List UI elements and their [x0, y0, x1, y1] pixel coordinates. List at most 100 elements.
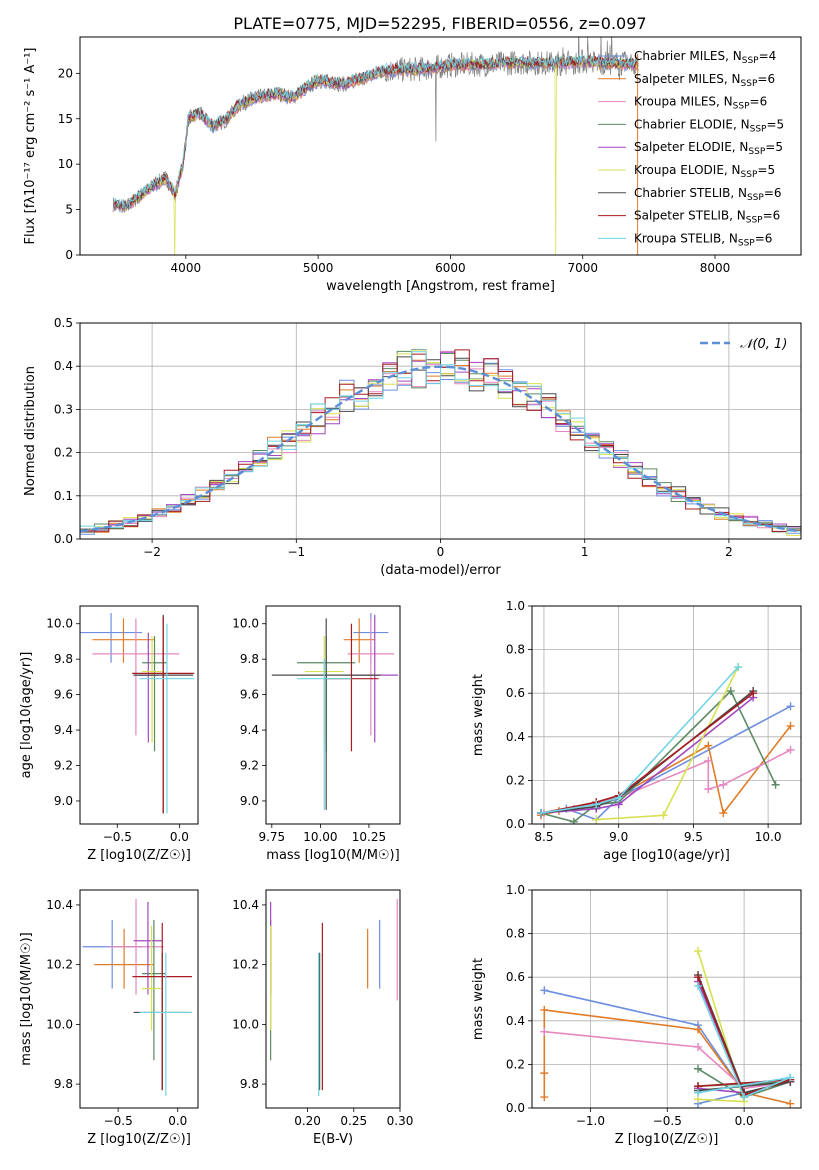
y-tick-label: 1.0: [506, 883, 525, 897]
weight-line: [540, 689, 777, 823]
plot-area: [536, 663, 795, 824]
y-tick-label: 0.8: [506, 643, 525, 657]
weight-marker: [786, 1073, 795, 1082]
y-axis-label: mass weight: [471, 958, 486, 1040]
legend-label: Chabrier ELODIE, NSSP=5: [634, 117, 784, 134]
x-tick-label: 4000: [171, 261, 202, 275]
gaussian-curve: [80, 365, 801, 533]
gaussian-legend-label: 𝒩(0, 1): [740, 337, 787, 352]
weight-marker: [749, 689, 758, 698]
y-tick-label: 9.0: [240, 794, 259, 808]
plot-area: [80, 613, 195, 814]
legend-label: Salpeter ELODIE, NSSP=5: [634, 140, 783, 157]
y-tick-label: 10.2: [46, 958, 73, 972]
chart-residuals: −2 −1 0 1 2 0.0 0.1 0.2 0.3 0.4 0.5 (data-model)/er…: [23, 316, 802, 578]
weight-line: [540, 696, 754, 814]
axes-frame: [79, 322, 802, 540]
weight-marker: [540, 1005, 549, 1014]
y-axis-label: age [log10(age/yr)]: [19, 652, 34, 779]
y-tick-label: 0: [65, 248, 73, 262]
legend-count: =6: [757, 72, 775, 86]
y-tick-label: 10.0: [232, 1017, 259, 1031]
model-spectrum-salpeter-miles: [114, 58, 639, 212]
x-tick-label: 9.75: [258, 830, 285, 844]
legend-count: =5: [766, 117, 784, 131]
legend-subscript: SSP: [747, 193, 764, 203]
x-axis-label: mass [log10(M/M☉)]: [266, 848, 399, 863]
y-tick-label: 0.5: [54, 316, 73, 330]
y-tick-label: 10.4: [46, 898, 73, 912]
legend-subscript: SSP: [741, 170, 758, 180]
legend-count: =6: [763, 209, 781, 223]
axes-frame: [79, 36, 802, 256]
x-axis-label: Z [log10(Z/Z☉)]: [87, 1132, 191, 1147]
weight-marker: [694, 1064, 703, 1073]
y-tick-label: 1.0: [506, 599, 525, 613]
weight-line: [697, 985, 791, 1099]
plot-area: [540, 947, 795, 1108]
weight-marker: [704, 785, 713, 794]
weight-marker: [771, 780, 780, 789]
weight-line: [540, 666, 739, 814]
y-tick-label: 9.6: [240, 688, 259, 702]
y-tick-label: 5: [65, 203, 73, 217]
x-tick-label: −1: [287, 545, 305, 559]
y-tick-label: 9.8: [54, 1077, 73, 1091]
weight-line: [540, 690, 754, 814]
legend-count: =5: [765, 140, 783, 154]
y-tick-label: 0.3: [54, 402, 73, 416]
y-tick-label: 0.4: [54, 359, 73, 373]
legend-count: =6: [750, 95, 768, 109]
axes-frame: [79, 889, 199, 1109]
x-tick-label: −0.5: [104, 1114, 133, 1128]
weight-marker: [536, 809, 545, 818]
model-spectrum-kroupa-stelib: [114, 54, 639, 210]
x-axis-label: Z [log10(Z/Z☉)]: [87, 848, 191, 863]
y-tick-label: 10.0: [232, 617, 259, 631]
weight-marker: [592, 800, 601, 809]
axes-frame: [79, 605, 199, 825]
chart-age-weight: 8.5 9.0 9.5 10.0 0.0 0.2 0.4 0.6 0.8 1.0 age [log1…: [471, 599, 802, 863]
chart-z-weight: −1.0 −0.5 0.0 0.0 0.2 0.4 0.6 0.8 1.0 Z [log10(Z/…: [471, 883, 802, 1147]
chart-spectrum: 4000 5000 6000 7000 8000 0 5 10 15 20 wavelength […: [23, 36, 802, 294]
weight-marker: [786, 702, 795, 711]
x-tick-label: −1.0: [576, 1114, 605, 1128]
legend-subscript: SSP: [742, 56, 759, 66]
x-tick-label: −0.5: [103, 830, 132, 844]
legend-subscript: SSP: [733, 102, 750, 112]
axes-frame: [265, 889, 401, 1109]
y-tick-label: 0.2: [506, 773, 525, 787]
chart-z-mass: −0.5 0.0 9.8 10.0 10.2 10.4 Z [log10(Z/Z☉)] mas…: [19, 889, 199, 1147]
legend-count: =6: [764, 186, 782, 200]
weight-line: [544, 1030, 791, 1090]
legend-label: Kroupa ELODIE, NSSP=5: [634, 163, 775, 180]
y-tick-label: 9.8: [54, 652, 73, 666]
model-spectrum-chabrier-miles: [114, 58, 639, 213]
legend-label: Chabrier MILES, NSSP=4: [634, 49, 776, 66]
y-tick-label: 0.0: [54, 532, 73, 546]
weight-marker: [694, 973, 703, 982]
x-axis-label: (data-model)/error: [380, 563, 501, 578]
residual-histogram-kroupa-stelib: [80, 351, 801, 532]
x-tick-label: 0.0: [170, 830, 189, 844]
y-tick-label: 0.0: [506, 1101, 525, 1115]
legend-label: Chabrier STELIB, NSSP=6: [634, 186, 782, 203]
y-tick-label: 0.6: [506, 686, 525, 700]
x-axis-label: Z [log10(Z/Z☉)]: [615, 1132, 719, 1147]
x-tick-label: 10.0: [755, 830, 782, 844]
plot-area: [271, 613, 399, 810]
y-tick-label: 9.2: [240, 759, 259, 773]
legend-subscript: SSP: [748, 147, 765, 157]
plot-area: [112, 37, 639, 255]
y-axis-label: Flux [fλ10⁻¹⁷ erg cm⁻² s⁻¹ A⁻¹]: [23, 48, 38, 245]
x-tick-label: 0.0: [168, 1114, 187, 1128]
legend-label: Kroupa STELIB, NSSP=6: [634, 231, 772, 248]
x-tick-label: 0.25: [340, 1114, 367, 1128]
x-tick-label: 8.5: [534, 830, 553, 844]
weight-marker: [569, 817, 578, 824]
y-tick-label: 9.6: [54, 688, 73, 702]
y-axis-label: mass [log10(M/M☉)]: [19, 932, 34, 1065]
weight-marker: [726, 687, 735, 696]
x-tick-label: 0.20: [294, 1114, 321, 1128]
